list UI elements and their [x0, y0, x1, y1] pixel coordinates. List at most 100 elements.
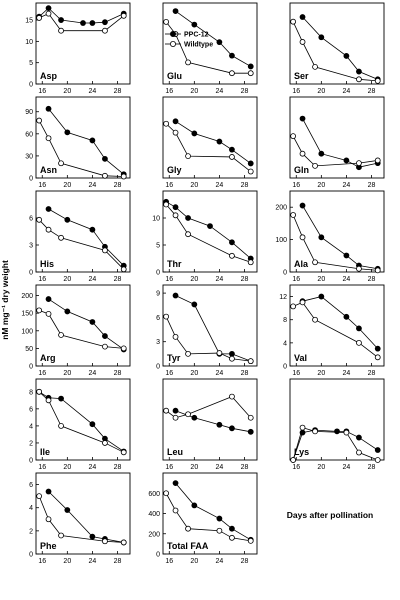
x-tick-label-ile-20: 20: [63, 464, 71, 471]
point-arg-wildtype-3: [102, 343, 108, 350]
x-tick-label-total-faa-24: 24: [216, 558, 224, 565]
point-ile-wildtype-1: [45, 397, 52, 404]
point-gly-ppc-12-1: [191, 130, 198, 137]
point-lys-wildtype-4: [356, 449, 362, 456]
y-tick-label-ile-0: 0: [29, 458, 33, 465]
panel-frame-glu: [162, 2, 258, 85]
point-ser-wildtype-4: [374, 77, 381, 84]
x-tick-label-arg-20: 20: [63, 370, 71, 377]
y-tick-label-asp-0: 0: [29, 82, 33, 89]
point-his-wildtype-1: [45, 226, 52, 233]
x-tick-label-gly-16: 16: [165, 182, 173, 189]
point-asp-ppc-12-5: [102, 19, 108, 26]
panel-frame-arg: [35, 284, 131, 367]
point-ser-wildtype-3: [356, 76, 362, 83]
series-line-thr-wildtype: [165, 204, 251, 263]
point-thr-ppc-12-3: [207, 223, 213, 230]
y-tick-label-val-12: 12: [279, 294, 287, 301]
point-total-faa-wildtype-5: [247, 537, 254, 544]
panel-frame-ser: [289, 2, 385, 85]
point-tyr-wildtype-1: [172, 333, 179, 340]
point-total-faa-ppc-12-1: [191, 502, 198, 509]
point-phe-wildtype-0: [36, 493, 43, 500]
y-tick-label-ala-200: 200: [275, 205, 287, 212]
point-leu-wildtype-2: [185, 411, 191, 418]
x-tick-label-lys-20: 20: [317, 464, 325, 471]
point-his-ppc-12-1: [64, 216, 71, 223]
y-axis-title: nM mg⁻¹ dry weight: [0, 260, 10, 340]
series-line-total-faa-ppc-12: [175, 482, 251, 541]
point-ser-wildtype-2: [312, 63, 318, 70]
panel-frame-gln: [289, 96, 385, 179]
series-line-thr-ppc-12: [165, 201, 251, 259]
x-tick-label-val-28: 28: [368, 370, 376, 377]
x-tick-label-gln-20: 20: [317, 182, 325, 189]
point-glu-ppc-12-2: [216, 39, 223, 46]
point-asn-wildtype-1: [45, 135, 52, 142]
x-tick-label-val-20: 20: [317, 370, 325, 377]
panel-total-faa: 16 20 24 28 0 200 400 600 Total FAA: [148, 472, 258, 565]
panel-label-glu: Glu: [167, 71, 182, 81]
panel-ser: 16 20 24 28 Ser: [289, 2, 385, 95]
y-tick-label-total-faa-400: 400: [148, 511, 160, 518]
y-tick-label-asp-10: 10: [25, 39, 33, 46]
point-thr-ppc-12-1: [172, 204, 179, 211]
y-tick-label-val-4: 4: [283, 340, 287, 347]
point-gln-ppc-12-0: [299, 115, 306, 122]
point-ser-ppc-12-2: [343, 53, 350, 59]
point-gly-ppc-12-2: [216, 138, 223, 145]
x-tick-label-phe-28: 28: [114, 558, 122, 565]
x-tick-label-glu-16: 16: [165, 88, 173, 95]
x-tick-label-val-16: 16: [292, 370, 300, 377]
point-asp-ppc-12-4: [89, 20, 96, 26]
point-gln-ppc-12-1: [318, 150, 325, 157]
point-ala-ppc-12-1: [318, 234, 325, 241]
x-tick-label-leu-16: 16: [165, 464, 173, 471]
point-phe-wildtype-1: [45, 516, 52, 523]
point-val-wildtype-2: [312, 316, 318, 323]
series-line-ser-ppc-12: [302, 16, 378, 80]
x-tick-label-ser-20: 20: [317, 88, 325, 95]
series-line-ile-ppc-12: [38, 391, 124, 452]
point-glu-ppc-12-1: [191, 21, 198, 28]
point-total-faa-wildtype-3: [216, 527, 223, 534]
x-tick-label-asn-20: 20: [63, 182, 71, 189]
x-tick-label-leu-20: 20: [190, 464, 198, 471]
x-tick-label-gly-24: 24: [216, 182, 224, 189]
y-tick-label-total-faa-0: 0: [156, 552, 160, 559]
point-asp-ppc-12-2: [58, 17, 64, 23]
point-asp-wildtype-1: [45, 10, 52, 17]
y-tick-label-arg-150: 150: [21, 311, 33, 318]
x-tick-label-asp-20: 20: [63, 88, 71, 95]
x-tick-label-glu-20: 20: [190, 88, 198, 95]
point-phe-ppc-12-1: [64, 507, 71, 513]
point-ala-ppc-12-0: [299, 202, 306, 209]
point-val-ppc-12-3: [356, 325, 362, 332]
point-leu-wildtype-0: [163, 407, 170, 414]
point-gln-wildtype-2: [312, 162, 318, 169]
point-ile-ppc-12-3: [89, 421, 96, 428]
x-tick-label-his-24: 24: [89, 276, 97, 283]
point-tyr-wildtype-5: [247, 358, 254, 365]
point-leu-wildtype-3: [229, 393, 235, 400]
x-tick-label-gln-16: 16: [292, 182, 300, 189]
point-ala-ppc-12-2: [343, 252, 350, 259]
point-arg-wildtype-1: [45, 310, 52, 317]
point-ile-wildtype-0: [36, 388, 43, 395]
x-tick-label-gly-28: 28: [241, 182, 249, 189]
y-tick-label-phe-6: 6: [29, 482, 33, 489]
point-arg-ppc-12-0: [45, 296, 52, 302]
point-ala-wildtype-1: [299, 234, 306, 241]
x-tick-label-tyr-28: 28: [241, 370, 249, 377]
point-glu-ppc-12-3: [229, 52, 235, 59]
legend: PPC-12 Wildtype: [165, 30, 213, 49]
x-tick-label-val-24: 24: [343, 370, 351, 377]
x-tick-label-total-faa-16: 16: [165, 558, 173, 565]
y-tick-label-total-faa-200: 200: [148, 531, 160, 538]
y-tick-label-ile-8: 8: [29, 389, 33, 396]
point-phe-wildtype-3: [102, 538, 108, 545]
y-tick-label-arg-50: 50: [25, 346, 33, 353]
x-tick-label-ile-28: 28: [114, 464, 122, 471]
